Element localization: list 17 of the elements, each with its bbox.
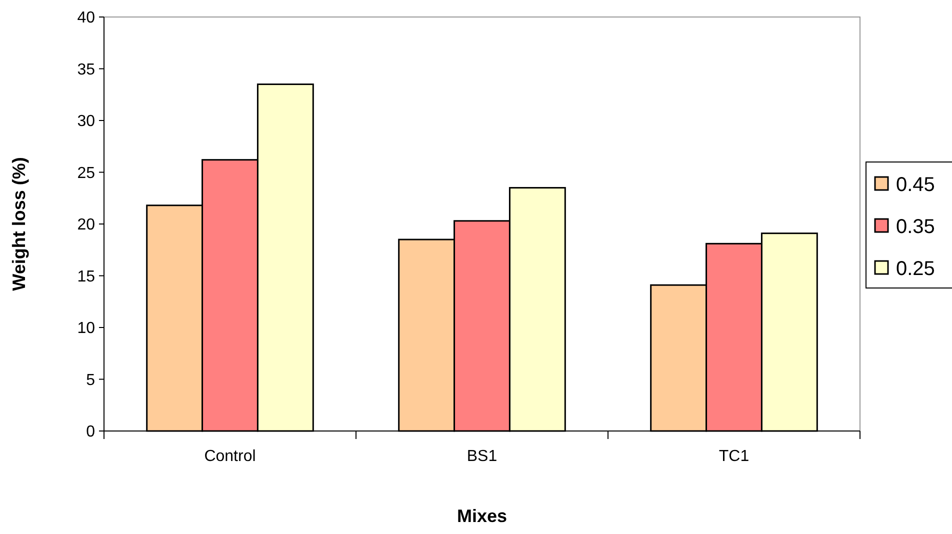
y-tick-label: 35 bbox=[77, 61, 96, 78]
y-tick-label: 15 bbox=[77, 268, 96, 286]
y-tick-label: 30 bbox=[77, 113, 96, 130]
y-tick-label: 20 bbox=[77, 216, 96, 234]
y-tick-label: 0 bbox=[86, 424, 96, 441]
legend-label: 0.25 bbox=[896, 258, 935, 280]
y-tick-label: 5 bbox=[86, 372, 96, 389]
legend-label: 0.35 bbox=[896, 216, 935, 238]
x-tick-label: BS1 bbox=[466, 448, 498, 465]
x-tick-label: TC1 bbox=[718, 448, 750, 465]
legend-label: 0.45 bbox=[896, 174, 935, 196]
x-tick-label: Control bbox=[204, 448, 256, 465]
x-axis-title: Mixes bbox=[456, 506, 508, 526]
y-tick-label: 40 bbox=[77, 10, 96, 27]
y-axis-title: Weight loss (%) bbox=[9, 157, 29, 291]
y-tick-label: 10 bbox=[77, 320, 96, 338]
y-tick-label: 25 bbox=[77, 164, 96, 182]
